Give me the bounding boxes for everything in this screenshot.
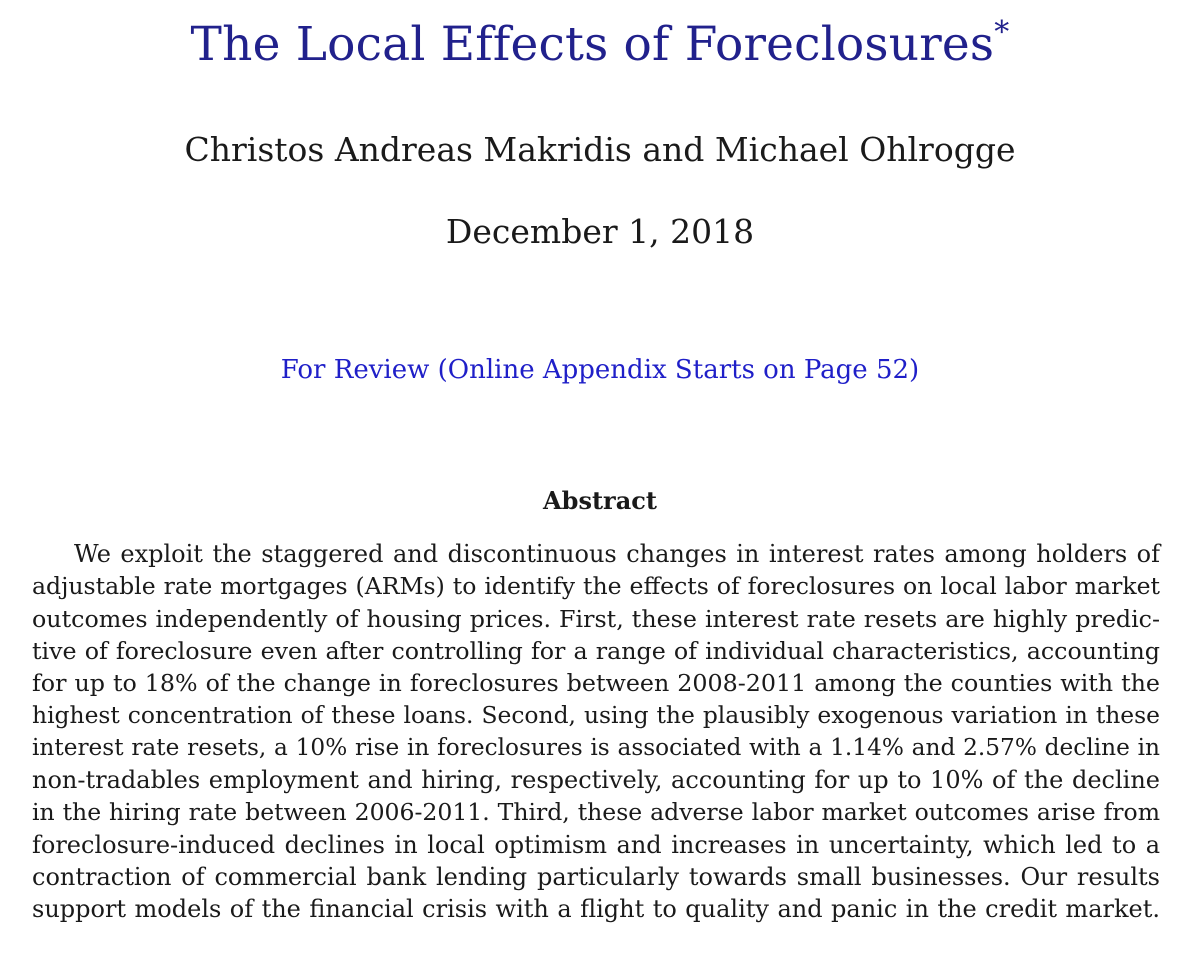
- abstract-line: interest rate resets, a 10% rise in fore…: [32, 733, 1160, 761]
- paper-title-text: The Local Effects of Foreclosures: [190, 17, 995, 72]
- abstract-line: tive of foreclosure even after controlli…: [32, 636, 1160, 665]
- abstract-line: outcomes independently of housing prices…: [32, 604, 1160, 633]
- abstract-line: for up to 18% of the change in foreclosu…: [32, 669, 1160, 698]
- abstract-line: contraction of commercial bank lending p…: [32, 862, 1160, 891]
- abstract-line: foreclosure-induced declines in local op…: [32, 830, 1160, 859]
- abstract-body: We exploit the staggered and discontinuo…: [32, 538, 1160, 926]
- title-footnote-marker[interactable]: *: [994, 15, 1010, 50]
- abstract-line: adjustable rate mortgages (ARMs) to iden…: [32, 572, 1160, 601]
- abstract-line: in the hiring rate between 2006-2011. Th…: [32, 798, 1160, 827]
- abstract-line: non-tradables employment and hiring, res…: [32, 766, 1160, 795]
- abstract-heading: Abstract: [543, 486, 657, 515]
- paper-date: December 1, 2018: [445, 212, 755, 251]
- paper-authors: Christos Andreas Makridis and Michael Oh…: [184, 130, 1016, 169]
- online-appendix-link[interactable]: For Review (Online Appendix Starts on Pa…: [280, 355, 920, 385]
- abstract-line: highest concentration of these loans. Se…: [32, 701, 1160, 730]
- paper-title: The Local Effects of Foreclosures*: [0, 2, 1200, 76]
- abstract-line: support models of the financial crisis w…: [32, 895, 1160, 924]
- abstract-line: We exploit the staggered and discontinuo…: [74, 540, 1160, 568]
